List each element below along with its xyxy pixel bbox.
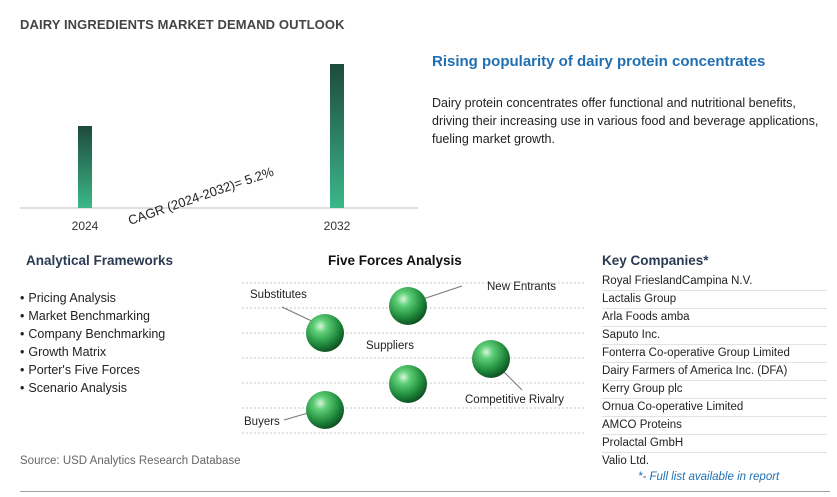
key-companies-list: Royal FrieslandCampina N.V. Lactalis Grou…	[602, 273, 827, 469]
framework-item: Company Benchmarking	[20, 325, 165, 343]
competitive-rivalry-label: Competitive Rivalry	[465, 394, 565, 406]
key-companies-title: Key Companies*	[602, 253, 709, 268]
company-item: Lactalis Group	[602, 291, 827, 309]
company-item: Royal FrieslandCampina N.V.	[602, 273, 827, 291]
company-item: Ornua Co-operative Limited	[602, 399, 827, 417]
suppliers-label: Suppliers	[366, 340, 414, 352]
company-item: Valio Ltd.	[602, 453, 827, 469]
substitutes-force-icon	[306, 314, 344, 352]
framework-item: Pricing Analysis	[20, 289, 165, 307]
x-tick-label: 2024	[72, 219, 99, 233]
insight-description: Dairy protein concentrates offer functio…	[432, 96, 819, 146]
page-title: DAIRY INGREDIENTS MARKET DEMAND OUTLOOK	[20, 17, 345, 32]
new-entrants-label: New Entrants	[487, 281, 557, 293]
key-companies-footnote: *- Full list available in report	[638, 471, 780, 483]
new-entrants-force-icon	[389, 287, 427, 325]
buyers-label: Buyers	[244, 416, 280, 428]
company-item: Dairy Farmers of America Inc. (DFA)	[602, 363, 827, 381]
five-forces-title: Five Forces Analysis	[328, 253, 462, 268]
bar-2024	[78, 126, 92, 208]
suppliers-force-icon	[389, 365, 427, 403]
bar-2032	[330, 64, 344, 208]
insight-headline: Rising popularity of dairy protein conce…	[432, 53, 766, 70]
analytical-frameworks-list: Pricing AnalysisMarket BenchmarkingCompa…	[20, 289, 165, 397]
source-note: Source: USD Analytics Research Database	[20, 455, 241, 467]
cagr-annotation: CAGR (2024-2032)= 5.2%	[126, 164, 276, 228]
company-item: Kerry Group plc	[602, 381, 827, 399]
market-bar-chart: 2024 2032 CAGR (2024-2032)= 5.2%	[20, 64, 418, 233]
x-tick-label: 2032	[324, 219, 351, 233]
company-item: Prolactal GmbH	[602, 435, 827, 453]
framework-item: Scenario Analysis	[20, 379, 165, 397]
company-item: Arla Foods amba	[602, 309, 827, 327]
company-item: AMCO Proteins	[602, 417, 827, 435]
framework-item: Growth Matrix	[20, 343, 165, 361]
company-item: Saputo Inc.	[602, 327, 827, 345]
framework-item: Porter's Five Forces	[20, 361, 165, 379]
substitutes-label: Substitutes	[250, 289, 307, 301]
bottom-divider	[20, 491, 830, 492]
company-item: Fonterra Co-operative Group Limited	[602, 345, 827, 363]
analytical-frameworks-title: Analytical Frameworks	[26, 253, 174, 268]
buyers-force-icon	[306, 391, 344, 429]
framework-item: Market Benchmarking	[20, 307, 165, 325]
competitive-rivalry-force-icon	[472, 340, 510, 378]
